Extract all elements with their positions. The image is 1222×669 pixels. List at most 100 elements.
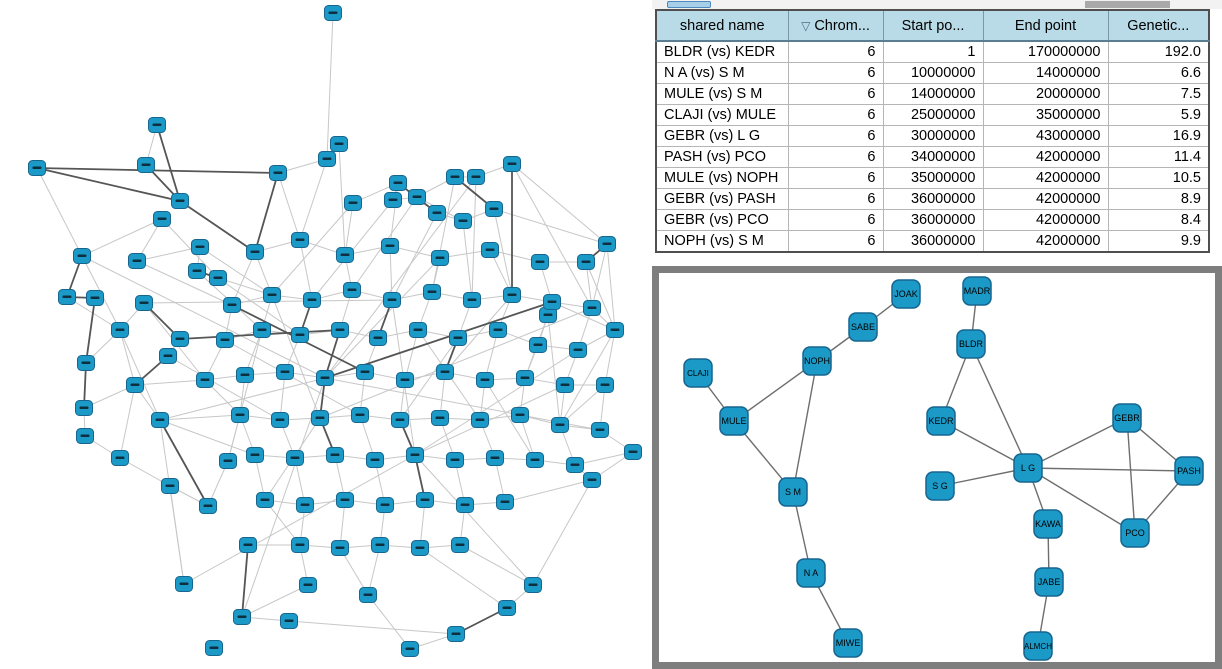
scrollbar-track-segment[interactable]	[1085, 1, 1170, 8]
network-node[interactable]	[191, 239, 209, 255]
network-node[interactable]	[171, 193, 189, 209]
network-node[interactable]	[503, 287, 521, 303]
network-node[interactable]	[456, 497, 474, 513]
network-node[interactable]	[369, 330, 387, 346]
network-node[interactable]	[77, 355, 95, 371]
network-node[interactable]	[256, 492, 274, 508]
network-node[interactable]	[159, 348, 177, 364]
network-node[interactable]	[446, 169, 464, 185]
network-node[interactable]	[161, 478, 179, 494]
network-node[interactable]	[344, 195, 362, 211]
network-node[interactable]	[239, 537, 257, 553]
table-row[interactable]: MULE (vs) S M 6 14000000 20000000 7.5	[655, 83, 1210, 105]
network-node[interactable]	[624, 444, 642, 460]
network-node[interactable]	[481, 242, 499, 258]
network-node[interactable]	[389, 175, 407, 191]
network-node[interactable]	[577, 254, 595, 270]
network-node[interactable]	[569, 342, 587, 358]
network-node[interactable]	[431, 410, 449, 426]
network-node[interactable]	[269, 165, 287, 181]
network-node[interactable]	[209, 270, 227, 286]
network-node[interactable]	[476, 372, 494, 388]
network-node[interactable]	[330, 136, 348, 152]
table-row[interactable]: GEBR (vs) PCO 6 36000000 42000000 8.4	[655, 209, 1210, 231]
table-row[interactable]: NOPH (vs) S M 6 36000000 42000000 9.9	[655, 230, 1210, 253]
node-NOPH[interactable]: NOPH	[802, 346, 832, 376]
network-node[interactable]	[396, 372, 414, 388]
network-node[interactable]	[231, 407, 249, 423]
network-node[interactable]	[216, 332, 234, 348]
node-S M[interactable]: S M	[778, 477, 808, 507]
network-node[interactable]	[496, 494, 514, 510]
network-node[interactable]	[246, 447, 264, 463]
network-node[interactable]	[303, 292, 321, 308]
network-node[interactable]	[529, 337, 547, 353]
network-node[interactable]	[408, 189, 426, 205]
node-L G[interactable]: L G	[1013, 453, 1043, 483]
network-node[interactable]	[148, 117, 166, 133]
network-node[interactable]	[311, 410, 329, 426]
network-node[interactable]	[286, 450, 304, 466]
network-node[interactable]	[246, 244, 264, 260]
node-CLAJI[interactable]: CLAJI	[683, 358, 713, 388]
network-node[interactable]	[454, 213, 472, 229]
network-node[interactable]	[539, 307, 557, 323]
scrollbar-thumb-icon[interactable]	[667, 1, 711, 8]
network-node[interactable]	[253, 322, 271, 338]
network-node[interactable]	[485, 201, 503, 217]
table-row[interactable]: GEBR (vs) PASH 6 36000000 42000000 8.9	[655, 188, 1210, 210]
overview-network-canvas[interactable]	[0, 0, 652, 669]
network-node[interactable]	[76, 428, 94, 444]
network-node[interactable]	[153, 211, 171, 227]
network-node[interactable]	[126, 377, 144, 393]
network-node[interactable]	[543, 294, 561, 310]
network-node[interactable]	[263, 287, 281, 303]
network-node[interactable]	[556, 377, 574, 393]
network-node[interactable]	[596, 377, 614, 393]
network-node[interactable]	[171, 331, 189, 347]
network-node[interactable]	[384, 192, 402, 208]
node-SABE[interactable]: SABE	[848, 312, 878, 342]
network-node[interactable]	[526, 452, 544, 468]
funnel-icon[interactable]: ▽	[801, 18, 811, 33]
network-node[interactable]	[359, 587, 377, 603]
network-node[interactable]	[598, 236, 616, 252]
column-header-1[interactable]: ▽ Chrom...	[787, 9, 884, 42]
network-node[interactable]	[436, 364, 454, 380]
network-node[interactable]	[28, 160, 46, 176]
node-GEBR[interactable]: GEBR	[1112, 403, 1142, 433]
network-node[interactable]	[551, 417, 569, 433]
network-node[interactable]	[566, 457, 584, 473]
network-node[interactable]	[366, 452, 384, 468]
network-node[interactable]	[331, 322, 349, 338]
network-node[interactable]	[406, 447, 424, 463]
node-ALMCH[interactable]: ALMCH	[1023, 631, 1053, 661]
network-node[interactable]	[463, 292, 481, 308]
table-row[interactable]: PASH (vs) PCO 6 34000000 42000000 11.4	[655, 146, 1210, 168]
node-KEDR[interactable]: KEDR	[926, 406, 956, 436]
network-node[interactable]	[467, 169, 485, 185]
detail-network-panel[interactable]: MADR JOAK SABE BLDR NOPH CLAJI GEBR MULE KEDR L G…	[652, 266, 1222, 669]
network-node[interactable]	[219, 453, 237, 469]
network-node[interactable]	[199, 498, 217, 514]
network-node[interactable]	[299, 577, 317, 593]
network-node[interactable]	[75, 400, 93, 416]
network-node[interactable]	[223, 297, 241, 313]
node-KAWA[interactable]: KAWA	[1033, 509, 1063, 539]
network-node[interactable]	[381, 238, 399, 254]
network-node[interactable]	[351, 407, 369, 423]
network-node[interactable]	[276, 364, 294, 380]
network-node[interactable]	[58, 289, 76, 305]
network-node[interactable]	[336, 492, 354, 508]
network-node[interactable]	[271, 412, 289, 428]
network-node[interactable]	[371, 537, 389, 553]
network-node[interactable]	[205, 640, 223, 656]
network-node[interactable]	[343, 282, 361, 298]
network-node[interactable]	[383, 292, 401, 308]
network-node[interactable]	[188, 263, 206, 279]
network-node[interactable]	[326, 447, 344, 463]
network-node[interactable]	[336, 247, 354, 263]
node-MIWE[interactable]: MIWE	[833, 628, 863, 658]
table-row[interactable]: BLDR (vs) KEDR 6 1 170000000 192.0	[655, 40, 1210, 63]
network-node[interactable]	[498, 600, 516, 616]
